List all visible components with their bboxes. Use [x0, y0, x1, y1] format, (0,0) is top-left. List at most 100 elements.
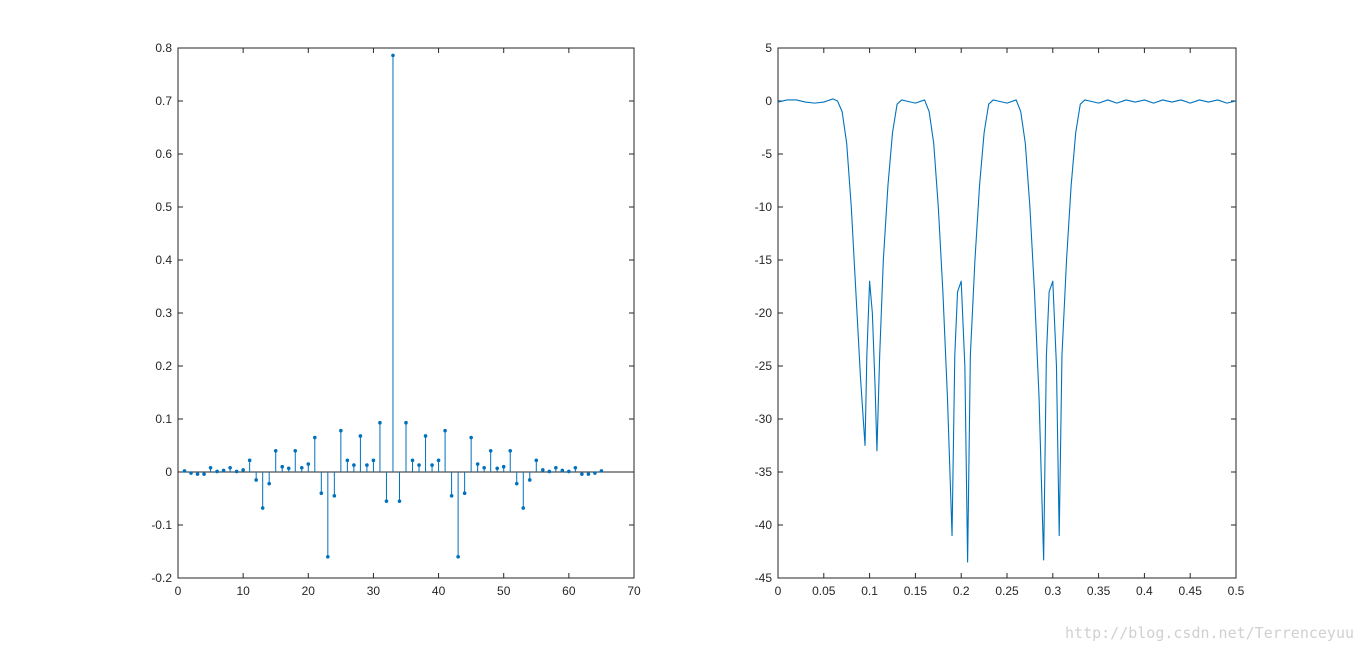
stem-marker [234, 469, 239, 474]
stem-marker [189, 471, 193, 475]
stem-marker [482, 465, 486, 470]
left-y-tick-label: -0.2 [151, 571, 172, 585]
stem-marker [547, 469, 552, 474]
right-y-tick-label: -20 [755, 306, 773, 320]
left-x-tick-label: 70 [627, 584, 641, 598]
stem-marker [299, 465, 304, 470]
right-x-tick-label: 0.5 [1228, 584, 1245, 598]
stem-marker [527, 478, 532, 482]
stem-marker [469, 435, 473, 440]
right-x-tick-label: 0 [775, 584, 782, 598]
stem-marker [195, 472, 200, 476]
right-y-tick-label: -25 [755, 359, 773, 373]
stem-marker [593, 471, 597, 475]
right-y-tick-label: -5 [761, 147, 772, 161]
stem-marker [501, 464, 506, 469]
stem-marker [339, 428, 343, 433]
stem-marker [371, 458, 376, 463]
right-y-tick-label: -30 [755, 412, 773, 426]
watermark-text: http://blog.csdn.net/Terrenceyuu [1065, 624, 1354, 642]
stem-marker [332, 494, 337, 498]
stem-marker [488, 449, 493, 453]
stem-marker [436, 458, 441, 463]
stem-marker [580, 472, 584, 476]
stem-marker [208, 465, 213, 470]
stem-marker [534, 458, 539, 463]
stem-marker [567, 469, 571, 474]
stem-marker [326, 555, 330, 559]
right-axes: 0 0.05 0.1 0.15 0.2 0.25 0.3 0.35 0.4 0.45 0.5 -45 -… [755, 41, 1245, 598]
stem-marker [391, 53, 395, 58]
left-y-tick-label: 0.4 [155, 253, 172, 267]
left-y-tick-label: -0.1 [151, 518, 172, 532]
right-x-tick-label: 0.4 [1136, 584, 1153, 598]
left-plot-frame [177, 47, 635, 579]
left-x-tick-label: 20 [302, 584, 316, 598]
left-x-tick-label: 50 [497, 584, 511, 598]
stem-marker [202, 472, 206, 476]
right-y-tick-label: 5 [765, 41, 772, 55]
stem-marker [254, 478, 258, 482]
left-y-tick-label: 0 [165, 465, 172, 479]
right-x-tick-label: 0.45 [1179, 584, 1203, 598]
right-x-tick-label: 0.1 [861, 584, 878, 598]
stem-marker [345, 458, 350, 463]
right-x-tick-label: 0.35 [1087, 584, 1111, 598]
left-y-tick-label: 0.1 [155, 412, 172, 426]
stem-marker [306, 462, 311, 466]
stem-marker [456, 555, 460, 559]
stem-marker [358, 434, 363, 438]
stem-marker [215, 469, 219, 474]
right-y-tick-label: -40 [755, 518, 773, 532]
stem-marker [404, 420, 408, 425]
stem-marker [365, 463, 369, 467]
left-x-tick-label: 40 [432, 584, 446, 598]
stem-marker [286, 466, 291, 471]
stem-marker [182, 469, 187, 473]
stem-marker [267, 481, 272, 486]
left-x-tick-label: 10 [236, 584, 250, 598]
stem-marker [313, 435, 317, 440]
stem-marker [560, 468, 565, 473]
stem-marker [514, 481, 519, 486]
left-x-tick-label: 0 [175, 584, 182, 598]
stem-marker [241, 468, 245, 472]
stem-marker [475, 462, 480, 466]
stem-marker [221, 468, 226, 473]
left-axes: 0 10 20 30 40 50 60 70 -0.2 -0.1 0 0.1 0.2 0.3 0.4 0.5 0… [151, 41, 641, 598]
stem-marker [378, 420, 382, 425]
right-x-tick-label: 0.25 [995, 584, 1019, 598]
stem-marker [423, 434, 428, 438]
response-line [777, 98, 1237, 563]
stem-marker [599, 469, 604, 473]
right-x-tick-label: 0.15 [904, 584, 928, 598]
right-plot-frame [777, 47, 1237, 579]
left-y-tick-label: 0.5 [155, 200, 172, 214]
stem-marker [260, 506, 265, 510]
left-x-tick-label: 60 [562, 584, 576, 598]
stem-marker [430, 463, 434, 467]
stem-marker [541, 468, 545, 472]
left-x-tick-label: 30 [367, 584, 381, 598]
right-y-tick-label: -35 [755, 465, 773, 479]
stem-marker [443, 428, 447, 433]
stem-marker [586, 472, 591, 476]
stem-marker [417, 463, 421, 467]
stem-marker [280, 464, 285, 469]
stem-marker [228, 465, 232, 470]
right-y-tick-label: -45 [755, 571, 773, 585]
left-y-tick-label: 0.2 [155, 359, 172, 373]
left-y-tick-label: 0.3 [155, 306, 172, 320]
stem-marker [554, 465, 558, 470]
stem-marker [247, 458, 252, 463]
stem-marker [410, 458, 415, 463]
stem-marker [384, 499, 389, 503]
stem-marker [273, 449, 278, 453]
stem-marker [521, 506, 526, 510]
left-y-tick-label: 0.7 [155, 94, 172, 108]
stem-marker [573, 465, 578, 470]
stem-marker [319, 491, 324, 496]
stem-marker [508, 449, 513, 453]
stem-marker [397, 499, 402, 503]
